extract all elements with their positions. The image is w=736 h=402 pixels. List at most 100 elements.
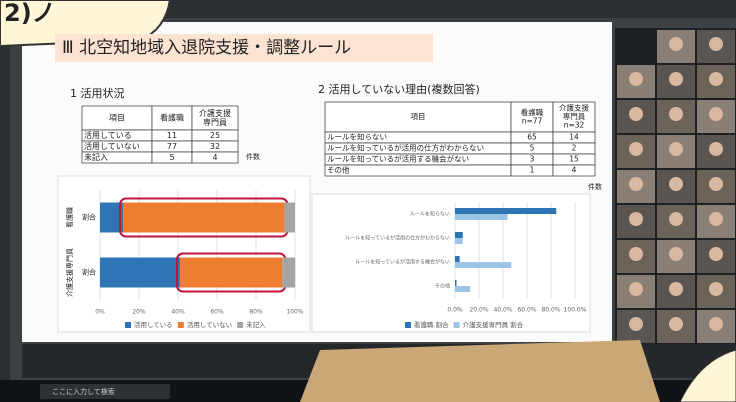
- table-header: 看護職: [160, 113, 184, 123]
- participant: [709, 142, 723, 156]
- participant: [709, 177, 723, 191]
- table-label: ルールを知っているが活用の仕方がわからない: [327, 143, 484, 153]
- participant: [629, 142, 643, 156]
- bar-segment: [284, 203, 295, 233]
- legend-swatch: [125, 322, 131, 328]
- participant: [629, 317, 643, 331]
- table-header: n=77: [522, 116, 543, 125]
- cardboard: [300, 340, 660, 402]
- y-category: その他: [435, 283, 450, 290]
- table-header: 項目: [411, 112, 426, 121]
- participant: [629, 72, 643, 86]
- legend-label: 活用していない: [187, 320, 232, 329]
- bar-label: 割合: [82, 213, 96, 222]
- x-tick-label: 40.0%: [493, 307, 512, 314]
- bar-label: 割合: [82, 268, 96, 277]
- y-category: ルールを知っているが活用する機会がない: [355, 259, 450, 266]
- x-tick-label: 0%: [95, 309, 105, 316]
- legend-label: 活用している: [134, 320, 173, 329]
- bar: [455, 232, 463, 238]
- table-number: 2: [572, 144, 577, 153]
- table-number: 4: [572, 166, 577, 175]
- participant: [629, 247, 643, 261]
- section-heading: 2 活用していない理由(複数回答): [318, 82, 480, 96]
- bar: [455, 286, 470, 292]
- participant: [709, 37, 723, 51]
- participant: [709, 317, 723, 331]
- table-number: 32: [210, 142, 220, 151]
- participant: [629, 282, 643, 296]
- screen-photo: ここに入力して検索 2)ノ Ⅲ 北空知地域入退院支援・調整ルール 1 活用状況 …: [0, 0, 736, 402]
- bar: [455, 280, 457, 286]
- legend-swatch: [405, 322, 411, 328]
- table-header: n=32: [564, 121, 585, 130]
- participant: [669, 142, 683, 156]
- table-number: 5: [169, 153, 174, 162]
- x-tick-label: 80%: [249, 309, 263, 316]
- table-number: 14: [569, 133, 579, 142]
- search-text: ここに入力して検索: [52, 387, 115, 396]
- table-number: 65: [527, 133, 537, 142]
- table-header: 介護支援: [199, 108, 231, 118]
- participant: [669, 177, 683, 191]
- participant: [629, 212, 643, 226]
- legend-label: 未記入: [246, 320, 266, 329]
- participant: [669, 247, 683, 261]
- unit: 件数: [588, 182, 602, 191]
- x-tick-label: 20.0%: [469, 307, 488, 314]
- legend-swatch: [454, 322, 460, 328]
- bar-segment: [180, 258, 282, 288]
- participant: [709, 107, 723, 121]
- x-tick-label: 80.0%: [541, 307, 560, 314]
- participant: [709, 282, 723, 296]
- table-label: 活用していない: [84, 141, 140, 151]
- participant: [709, 72, 723, 86]
- table-header: 項目: [109, 114, 125, 123]
- table-cell: [325, 165, 511, 176]
- bar: [455, 256, 460, 262]
- callout-text: 2)ノ: [4, 0, 56, 27]
- x-tick-label: 0.0%: [447, 307, 463, 314]
- x-tick-label: 40%: [171, 309, 185, 316]
- table-number: 3: [530, 155, 535, 164]
- legend-label: 介護支援専門員 割合: [463, 320, 524, 329]
- table-label: ルールを知らない: [327, 132, 387, 142]
- participant: [709, 247, 723, 261]
- table-label: 未記入: [84, 152, 108, 162]
- participant: [629, 107, 643, 121]
- legend-swatch: [178, 322, 184, 328]
- y-category: 看護職: [65, 207, 74, 228]
- participant: [669, 212, 683, 226]
- table-label: ルールを知っているが活用する機会がない: [327, 154, 469, 164]
- x-tick-label: 60.0%: [517, 307, 536, 314]
- table-number: 15: [569, 155, 579, 164]
- bar: [455, 262, 511, 268]
- participant: [629, 177, 643, 191]
- y-category: ルールを知っているが活用の仕方がわからない: [345, 235, 450, 242]
- table-number: 77: [167, 142, 177, 151]
- table-number: 5: [530, 144, 535, 153]
- table-label: その他: [327, 165, 350, 175]
- bar-segment: [282, 258, 295, 288]
- x-tick-label: 20%: [132, 309, 146, 316]
- x-tick-label: 60%: [210, 309, 224, 316]
- table-header: 介護支援: [559, 103, 589, 113]
- table-number: 25: [210, 131, 220, 140]
- table-number: 4: [212, 153, 217, 162]
- participant: [669, 282, 683, 296]
- section-heading: 1 活用状況: [70, 86, 125, 100]
- bar-segment: [100, 258, 180, 288]
- x-tick-label: 100%: [286, 309, 303, 316]
- legend-label: 看護職 割合: [414, 320, 449, 329]
- participant: [669, 107, 683, 121]
- participant: [669, 37, 683, 51]
- bar: [455, 208, 556, 214]
- participant: [709, 212, 723, 226]
- table-number: 1: [530, 166, 535, 175]
- table-label: 活用している: [84, 130, 132, 140]
- participant: [669, 72, 683, 86]
- slide-title: Ⅲ 北空知地域入退院支援・調整ルール: [62, 38, 351, 58]
- unit: 件数: [246, 152, 260, 161]
- bar: [455, 214, 508, 220]
- bar-segment: [123, 203, 284, 233]
